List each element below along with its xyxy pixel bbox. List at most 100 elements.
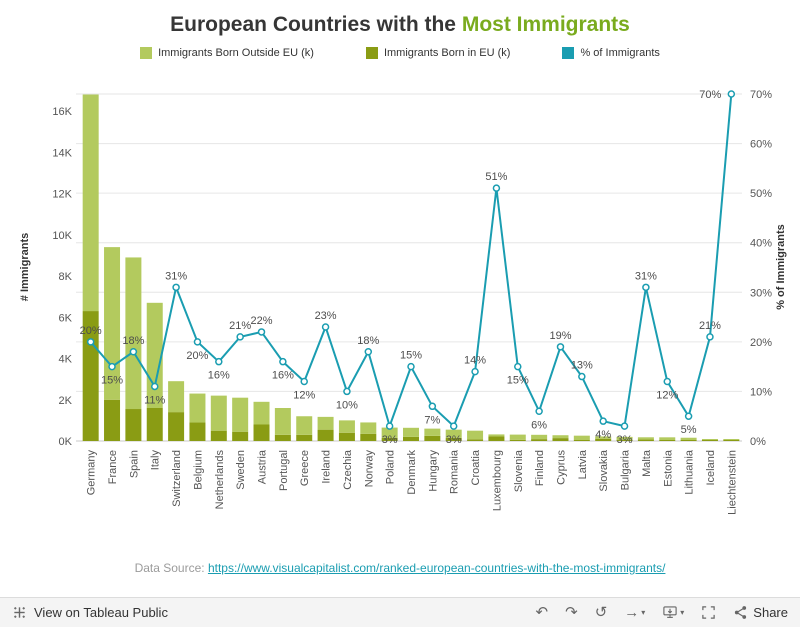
bar-segment-in-eu[interactable] xyxy=(253,424,270,442)
bar-segment-outside-eu[interactable] xyxy=(680,437,697,440)
view-on-tableau-public-link[interactable]: View on Tableau Public xyxy=(34,605,168,620)
line-point[interactable] xyxy=(108,362,116,371)
bar-segment-outside-eu[interactable] xyxy=(381,427,398,438)
bar-segment-in-eu[interactable] xyxy=(637,439,654,441)
bar-segment-in-eu[interactable] xyxy=(146,408,163,441)
line-point[interactable] xyxy=(300,377,308,386)
bar-segment-in-eu[interactable] xyxy=(125,409,142,441)
bar-segment-in-eu[interactable] xyxy=(381,437,398,441)
line-point[interactable] xyxy=(556,343,565,351)
line-point[interactable] xyxy=(172,283,180,292)
bar-segment-in-eu[interactable] xyxy=(317,429,334,441)
bar-segment-outside-eu[interactable] xyxy=(403,427,419,437)
bar-segment-outside-eu[interactable] xyxy=(210,395,227,431)
line-point[interactable] xyxy=(193,338,202,346)
bar-segment-outside-eu[interactable] xyxy=(467,430,484,440)
bar-segment-in-eu[interactable] xyxy=(573,440,590,441)
bar-segment-outside-eu[interactable] xyxy=(488,434,505,437)
bar-segment-outside-eu[interactable] xyxy=(274,408,291,435)
line-point[interactable] xyxy=(215,357,223,366)
bar-segment-in-eu[interactable] xyxy=(723,440,740,441)
bar-segment-in-eu[interactable] xyxy=(168,412,185,441)
legend-item[interactable]: Immigrants Born Outside EU (k) xyxy=(140,47,314,59)
line-point[interactable] xyxy=(364,348,373,356)
line-point[interactable] xyxy=(727,90,736,98)
bar-segment-in-eu[interactable] xyxy=(509,439,526,441)
bar-segment-outside-eu[interactable] xyxy=(659,437,676,440)
bar-segment-in-eu[interactable] xyxy=(360,433,377,441)
bar-segment-in-eu[interactable] xyxy=(403,436,419,441)
bar-segment-in-eu[interactable] xyxy=(680,440,697,441)
bar-segment-outside-eu[interactable] xyxy=(146,302,163,408)
line-point[interactable] xyxy=(343,387,351,396)
bar-segment-in-eu[interactable] xyxy=(189,422,206,441)
line-point[interactable] xyxy=(578,372,586,381)
bar-segment-outside-eu[interactable] xyxy=(82,94,99,312)
line-point[interactable] xyxy=(492,184,501,192)
bar-segment-in-eu[interactable] xyxy=(274,434,291,441)
legend-item[interactable]: Immigrants Born in EU (k) xyxy=(365,47,510,59)
line-point[interactable] xyxy=(449,422,458,430)
bar-segment-outside-eu[interactable] xyxy=(573,435,590,440)
data-source-link[interactable]: https://www.visualcapitalist.com/ranked-… xyxy=(207,561,666,575)
line-point[interactable] xyxy=(684,412,693,420)
bar-segment-in-eu[interactable] xyxy=(659,440,676,441)
bar-segment-outside-eu[interactable] xyxy=(637,437,654,440)
share-button[interactable]: Share xyxy=(733,605,788,620)
bar-segment-in-eu[interactable] xyxy=(338,432,355,441)
replay-button[interactable]: ↺ xyxy=(595,605,608,620)
bar-segment-in-eu[interactable] xyxy=(701,440,718,441)
bar-segment-outside-eu[interactable] xyxy=(338,420,355,433)
undo-button[interactable]: ↶ xyxy=(536,605,549,620)
bar-segment-outside-eu[interactable] xyxy=(296,416,313,435)
bar-segment-outside-eu[interactable] xyxy=(445,429,462,438)
bar-segment-outside-eu[interactable] xyxy=(424,428,441,436)
bar-segment-in-eu[interactable] xyxy=(467,439,484,441)
bar-segment-in-eu[interactable] xyxy=(595,438,612,441)
bar-segment-outside-eu[interactable] xyxy=(701,439,718,440)
bar-segment-in-eu[interactable] xyxy=(104,399,121,441)
bar-segment-outside-eu[interactable] xyxy=(509,434,526,440)
line-point[interactable] xyxy=(535,407,543,416)
line-point[interactable] xyxy=(407,362,415,371)
line-point[interactable] xyxy=(599,417,607,425)
line-point[interactable] xyxy=(471,367,479,376)
line-point[interactable] xyxy=(620,422,629,430)
redo-button[interactable]: ↷ xyxy=(565,605,578,620)
line-point[interactable] xyxy=(86,338,95,346)
line-point[interactable] xyxy=(129,348,138,356)
line-point[interactable] xyxy=(321,323,330,331)
line-point[interactable] xyxy=(257,328,266,336)
bar-segment-outside-eu[interactable] xyxy=(552,435,569,439)
line-point[interactable] xyxy=(514,362,522,371)
line-point[interactable] xyxy=(706,333,714,341)
bar-segment-outside-eu[interactable] xyxy=(317,416,334,430)
bar-segment-outside-eu[interactable] xyxy=(168,381,185,413)
line-point[interactable] xyxy=(642,283,650,292)
bar-segment-outside-eu[interactable] xyxy=(232,397,249,432)
bar-segment-outside-eu[interactable] xyxy=(616,436,633,440)
resume-button[interactable]: → ▾ xyxy=(624,605,645,620)
bar-segment-outside-eu[interactable] xyxy=(723,439,740,440)
line-point[interactable] xyxy=(385,422,394,430)
bar-segment-outside-eu[interactable] xyxy=(125,257,142,410)
line-point[interactable] xyxy=(150,382,159,391)
line-point[interactable] xyxy=(663,377,672,386)
bar-segment-in-eu[interactable] xyxy=(424,435,441,441)
fullscreen-button[interactable] xyxy=(701,605,716,620)
bar-segment-in-eu[interactable] xyxy=(552,438,569,441)
bar-segment-outside-eu[interactable] xyxy=(531,434,548,440)
bar-segment-outside-eu[interactable] xyxy=(595,436,612,439)
bar-segment-outside-eu[interactable] xyxy=(253,401,270,425)
bar-segment-in-eu[interactable] xyxy=(232,431,249,441)
bar-segment-in-eu[interactable] xyxy=(531,439,548,441)
line-point[interactable] xyxy=(428,402,437,411)
line-point[interactable] xyxy=(279,357,287,366)
bar-segment-in-eu[interactable] xyxy=(296,434,313,441)
download-button[interactable]: ▾ xyxy=(662,605,684,620)
bar-segment-outside-eu[interactable] xyxy=(360,422,377,434)
bar-segment-in-eu[interactable] xyxy=(210,430,227,441)
immigrants-combo-chart[interactable]: 20%15%18%11%31%20%16%21% 22%16%12%23%10%1… xyxy=(0,63,800,549)
bar-segment-in-eu[interactable] xyxy=(82,311,99,441)
legend-item[interactable]: % of Immigrants xyxy=(562,47,660,59)
